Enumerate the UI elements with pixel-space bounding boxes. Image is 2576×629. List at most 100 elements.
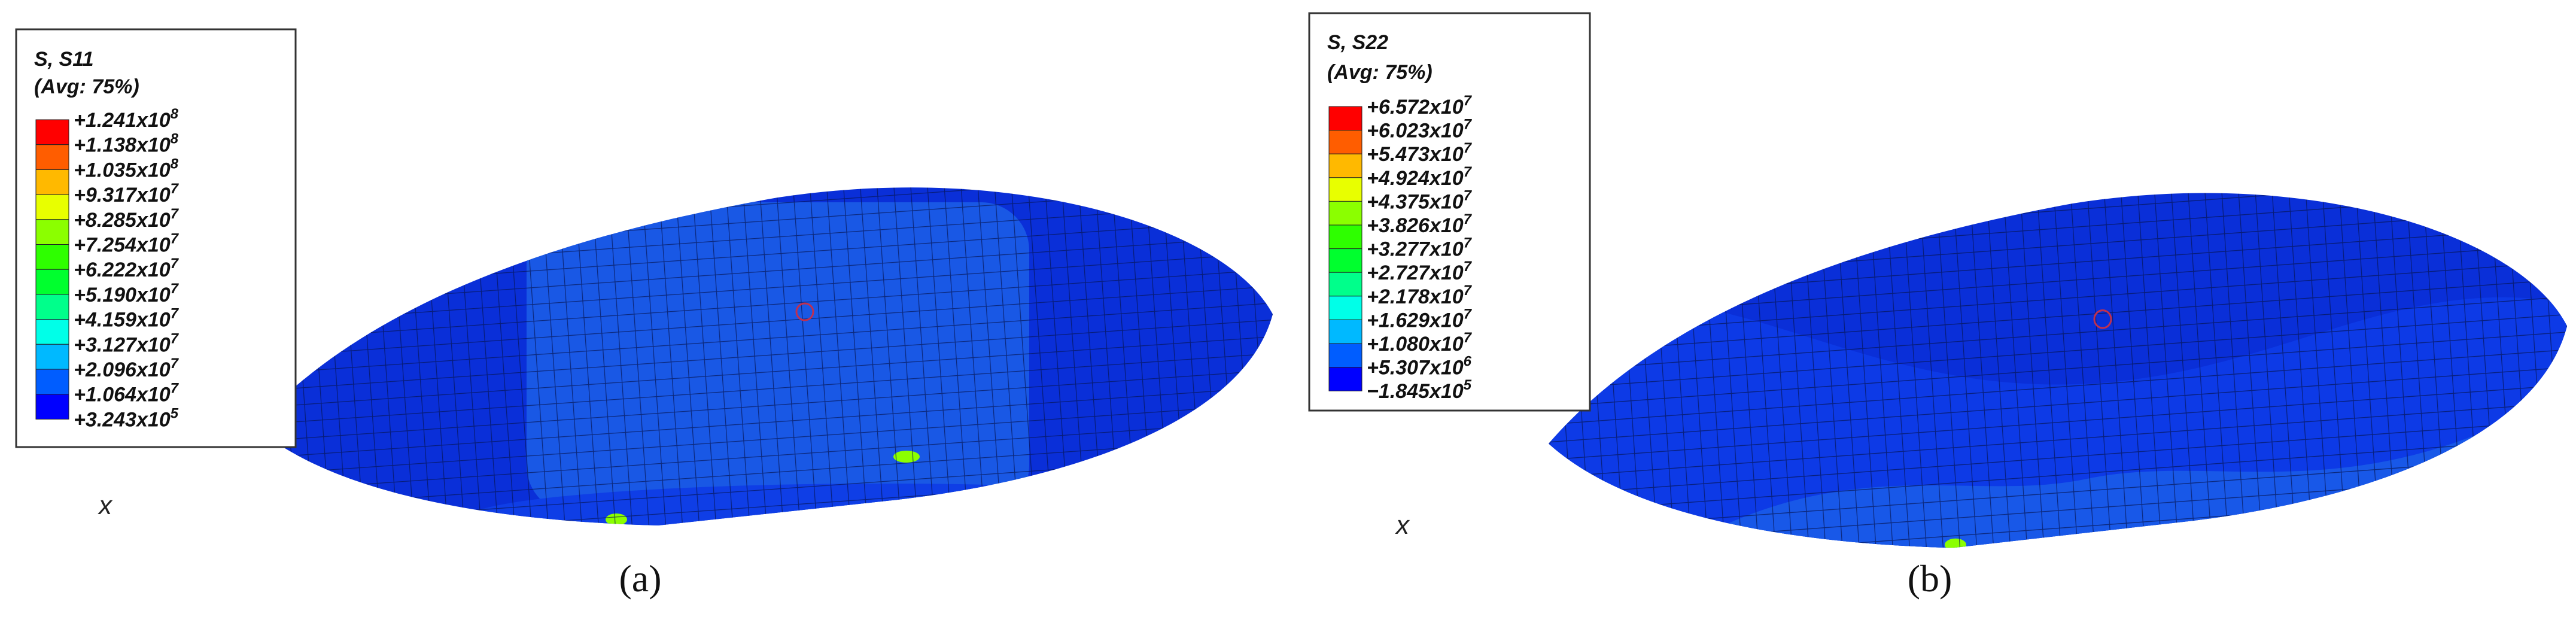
legend-label: +1.035x108 [74, 156, 179, 181]
legend-color [35, 369, 69, 395]
legend-label-exp: 7 [1464, 140, 1473, 156]
legend-label: +5.473x107 [1367, 140, 1473, 166]
axis-label: x [1395, 511, 1410, 540]
legend-label-base: +3.243x10 [74, 408, 171, 431]
legend-label-exp: 7 [1464, 259, 1473, 275]
legend-label-exp: 7 [1464, 164, 1473, 180]
legend-label: +6.222x107 [74, 256, 180, 281]
legend-label-exp: 7 [1464, 330, 1473, 346]
legend-title: S, S11 [34, 48, 94, 71]
legend-label-exp: 7 [171, 330, 180, 347]
legend-label: +4.924x107 [1367, 164, 1473, 190]
legend-label: +1.241x108 [74, 106, 179, 132]
legend-label: +4.159x107 [74, 306, 180, 332]
legend-label-exp: 7 [1464, 117, 1473, 133]
legend-color [1328, 343, 1362, 368]
legend-label-exp: 8 [171, 106, 179, 122]
legend-label: +1.080x107 [1367, 330, 1473, 355]
legend-label-base: +4.159x10 [74, 309, 171, 332]
legend-label-exp: 7 [1464, 282, 1473, 299]
legend-color [35, 194, 69, 220]
legend-label: +5.190x107 [74, 281, 180, 306]
legend-label: +7.254x107 [74, 231, 180, 257]
legend-label-exp: 7 [171, 306, 180, 322]
legend-color [1328, 272, 1362, 297]
legend-label-base: +1.035x10 [74, 159, 171, 181]
legend-label-exp: 7 [1464, 187, 1473, 203]
legend-label-base: +1.629x10 [1367, 309, 1464, 332]
model-a [254, 187, 1273, 525]
legend-label-base: +1.138x10 [74, 134, 171, 157]
legend-label-base: +5.307x10 [1367, 357, 1464, 379]
legend-label-base: +3.826x10 [1367, 214, 1464, 237]
legend-label-exp: 7 [171, 281, 180, 297]
legend-label: +1.064x107 [74, 381, 180, 406]
legend-label: +2.727x107 [1367, 259, 1473, 284]
legend-label-base: −1.845x10 [1367, 380, 1464, 403]
legend-label-exp: 7 [1464, 306, 1473, 322]
legend-color [35, 294, 69, 320]
legend-label: +6.572x107 [1367, 93, 1473, 118]
legend-label-exp: 7 [171, 206, 180, 222]
legend-color [35, 219, 69, 245]
legend-label-exp: 7 [1464, 211, 1473, 227]
legend-label: +4.375x107 [1367, 187, 1473, 213]
legend-label-exp: 7 [171, 381, 180, 397]
legend-label: +1.629x107 [1367, 306, 1473, 332]
legend-label-exp: 5 [171, 405, 179, 421]
legend-color [35, 319, 69, 345]
legend-label-base: +8.285x10 [74, 209, 171, 232]
legend-color [35, 344, 69, 370]
legend-label: +3.127x107 [74, 330, 180, 356]
legend-label-base: +2.096x10 [74, 358, 171, 381]
legend-color [35, 269, 69, 295]
legend-label-base: +1.241x10 [74, 109, 171, 132]
legend-label-base: +2.178x10 [1367, 285, 1464, 308]
legend-color [1328, 177, 1362, 202]
legend-label-base: +1.064x10 [74, 384, 171, 406]
legend-label: +2.096x107 [74, 355, 180, 381]
legend-color [1328, 319, 1362, 344]
caption: (a) [619, 557, 661, 600]
legend-color [35, 169, 69, 195]
legend-label-exp: 7 [171, 181, 180, 197]
legend-label-base: +6.023x10 [1367, 120, 1464, 142]
legend-label-base: +5.473x10 [1367, 143, 1464, 166]
legend-subtitle: (Avg: 75%) [34, 75, 139, 98]
legend-label-exp: 7 [1464, 93, 1473, 109]
legend-label-exp: 5 [1464, 377, 1472, 393]
legend-label-base: +1.080x10 [1367, 333, 1464, 355]
model-b [1549, 193, 2567, 548]
legend-label-base: +7.254x10 [74, 234, 171, 257]
legend-label: +6.023x107 [1367, 117, 1473, 142]
legend-label: +2.178x107 [1367, 282, 1473, 308]
legend-color [35, 119, 69, 145]
legend-label-exp: 7 [171, 355, 180, 372]
legend-color [35, 244, 69, 270]
legend-label-base: +6.222x10 [74, 259, 171, 281]
legend-color [1328, 153, 1362, 178]
legend-color [1328, 296, 1362, 320]
legend-label-base: +3.127x10 [74, 333, 171, 356]
legend-label-base: +6.572x10 [1367, 96, 1464, 118]
legend-label-exp: 6 [1464, 354, 1472, 370]
legend-color [35, 394, 69, 420]
legend-label: +8.285x107 [74, 206, 180, 232]
legend-label: +5.307x106 [1367, 354, 1472, 379]
legend-label-exp: 7 [171, 256, 180, 272]
legend-color [1328, 130, 1362, 154]
legend-label-exp: 7 [1464, 235, 1473, 251]
legend-label: −1.845x105 [1367, 377, 1472, 403]
legend-label-exp: 8 [171, 156, 179, 172]
legend-label: +1.138x108 [74, 131, 179, 157]
legend-label: +3.826x107 [1367, 211, 1473, 237]
legend-label: +3.243x105 [74, 405, 179, 431]
legend-color [1328, 200, 1362, 226]
legend-label-exp: 7 [171, 231, 180, 247]
legend-color [1328, 224, 1362, 250]
legend-color [1328, 367, 1362, 391]
legend-title: S, S22 [1327, 31, 1388, 54]
legend-label-base: +4.375x10 [1367, 190, 1464, 213]
legend-label-exp: 8 [171, 131, 179, 147]
